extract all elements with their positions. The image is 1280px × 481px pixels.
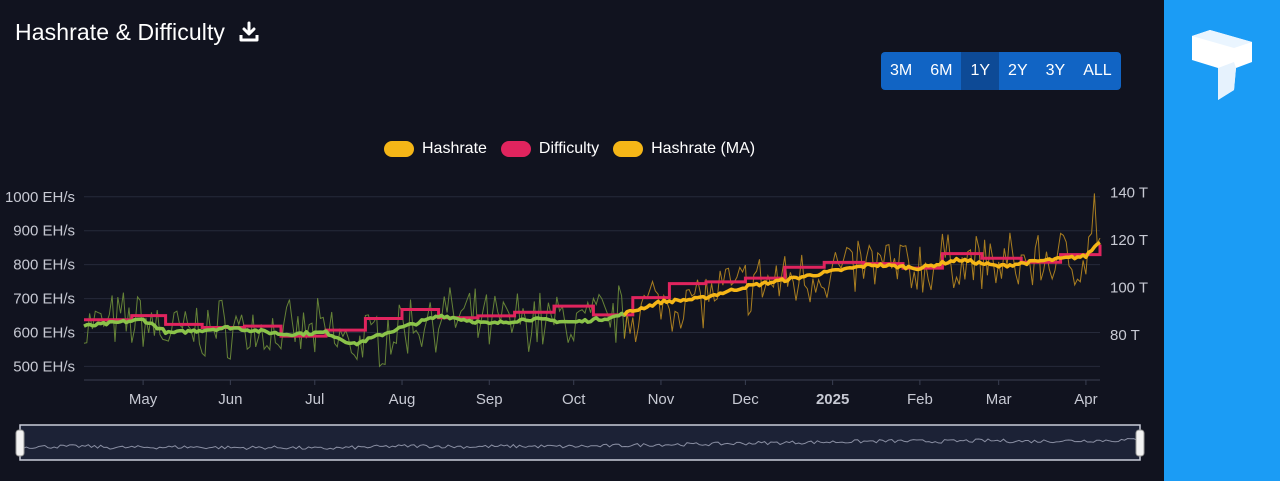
x-tick-label: Jul <box>305 391 324 408</box>
legend-item-difficulty[interactable]: Difficulty <box>500 140 600 158</box>
legend-item-hashrate[interactable]: Hashrate <box>384 140 487 158</box>
sidebar <box>1164 0 1280 481</box>
legend-label-difficulty: Difficulty <box>538 140 600 157</box>
x-tick-label: Apr <box>1074 391 1097 408</box>
y-left-tick-label: 1000 EH/s <box>5 189 75 206</box>
range-2y-button[interactable]: 2Y <box>1008 62 1028 79</box>
x-tick-label: Jun <box>218 391 242 408</box>
x-tick-label: Dec <box>732 391 759 408</box>
y-left-tick-label: 800 EH/s <box>13 257 75 274</box>
navigator-series <box>19 437 1141 450</box>
y-left-tick-label: 700 EH/s <box>13 291 75 308</box>
navigator-handle-left[interactable] <box>15 429 25 457</box>
y-right-tick-label: 80 T <box>1110 327 1140 344</box>
y-right-tick-label: 140 T <box>1110 184 1148 201</box>
x-tick-label: Sep <box>476 391 503 408</box>
range-6m-button[interactable]: 6M <box>930 62 953 79</box>
legend-item-hashrate-ma[interactable]: Hashrate (MA) <box>613 140 755 158</box>
legend-label-hashrate: Hashrate <box>422 140 487 157</box>
navigator-window <box>19 424 1141 461</box>
range-selector: 3M 6M 1Y 2Y 3Y ALL <box>881 52 1121 90</box>
range-3y-button[interactable]: 3Y <box>1045 62 1066 79</box>
chart-legend: Hashrate Difficulty Hashrate (MA) <box>384 140 755 158</box>
x-tick-label: Oct <box>562 391 586 408</box>
range-3m-button[interactable]: 3M <box>890 62 913 79</box>
chart-panel: Hashrate & Difficulty 3M 6M 1Y 2Y 3Y ALL… <box>4 16 1149 461</box>
download-icon[interactable] <box>239 21 259 43</box>
hashrate-line-early <box>83 285 628 368</box>
x-tick-label: Mar <box>986 391 1012 408</box>
y-right-tick-label: 120 T <box>1110 232 1148 249</box>
y-left-tick-label: 900 EH/s <box>13 223 75 240</box>
navigator-handle-right[interactable] <box>1135 429 1145 457</box>
hashrate-ma-line-early <box>83 310 629 347</box>
brand-logo-icon[interactable] <box>1190 28 1254 102</box>
legend-label-hashrate-ma: Hashrate (MA) <box>651 140 756 157</box>
x-tick-label: May <box>129 391 158 408</box>
x-tick-label: Feb <box>907 391 933 408</box>
y-left-tick-label: 600 EH/s <box>13 325 75 342</box>
y-left-tick-label: 500 EH/s <box>13 358 75 375</box>
x-tick-label: Nov <box>648 391 675 408</box>
x-tick-label: 2025 <box>816 391 849 408</box>
legend-swatch-difficulty <box>500 141 531 157</box>
range-all-button[interactable]: ALL <box>1083 62 1112 79</box>
legend-swatch-hashrate <box>384 141 414 157</box>
hashrate-ma-line <box>623 240 1101 317</box>
range-1y-button[interactable]: 1Y <box>961 52 1000 90</box>
legend-swatch-hashrate-ma <box>613 141 644 157</box>
page-title: Hashrate & Difficulty <box>15 18 226 45</box>
y-right-tick-label: 100 T <box>1110 279 1148 296</box>
header: Hashrate & Difficulty <box>15 16 259 48</box>
hashrate-difficulty-chart: 500 EH/s 600 EH/s 700 EH/s 800 EH/s 900 EH/s… <box>5 184 1148 461</box>
x-tick-label: Aug <box>389 391 416 408</box>
